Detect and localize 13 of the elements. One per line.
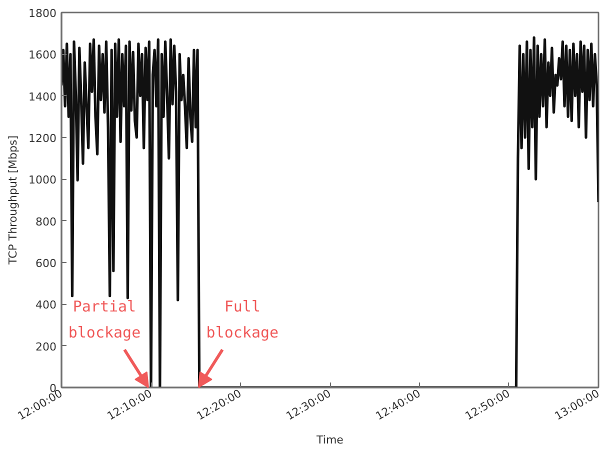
x-axis-title: Time (316, 433, 344, 446)
y-tick-label: 400 (36, 298, 57, 312)
y-tick-label: 800 (36, 215, 57, 228)
annotation: Full blockage (206, 297, 279, 342)
y-tick-label: 1800 (28, 7, 57, 20)
y-tick-label: 1200 (28, 132, 57, 145)
y-tick-label: 200 (36, 340, 57, 354)
y-tick-label: 1000 (28, 174, 57, 187)
y-axis-title: TCP Throughput [Mbps] (6, 135, 20, 266)
y-tick-label: 1600 (28, 48, 57, 62)
y-tick-label: 600 (36, 257, 57, 270)
annotation: Partial blockage (68, 297, 141, 342)
y-tick-label: 1400 (28, 90, 57, 104)
